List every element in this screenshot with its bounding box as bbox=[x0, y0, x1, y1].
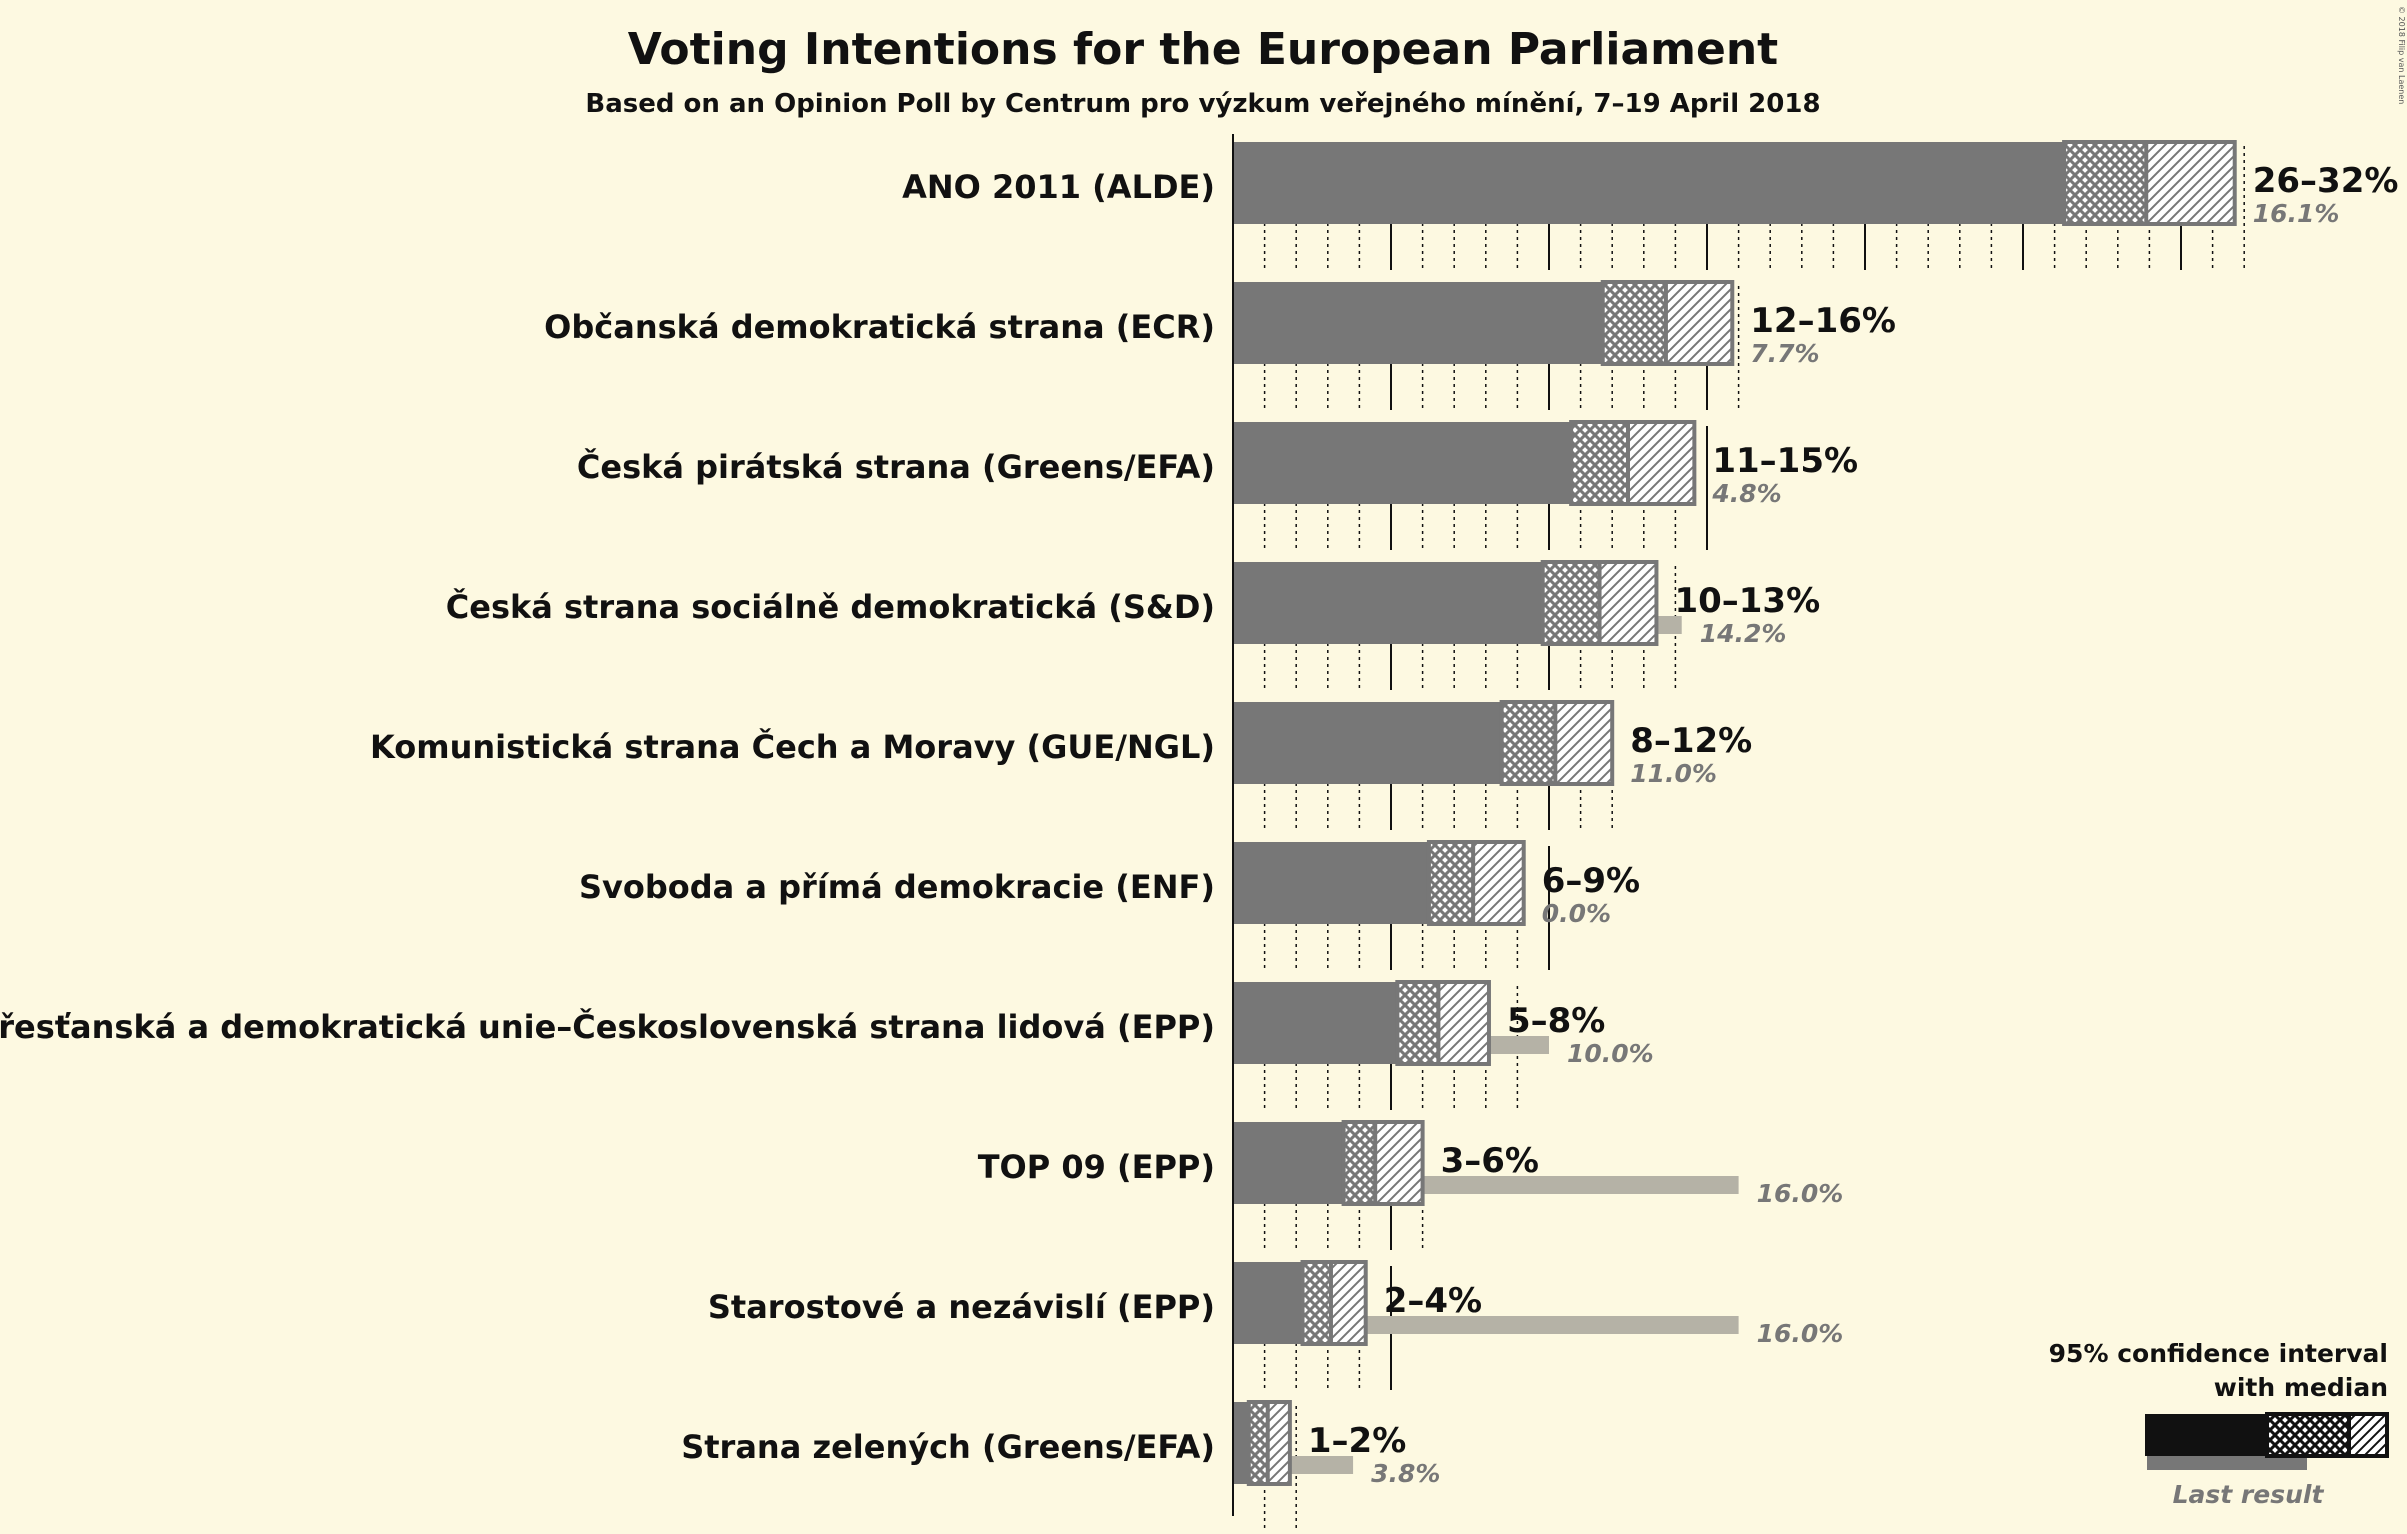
category-label: Starostové a nezávislí (EPP) bbox=[708, 1288, 1215, 1326]
ci-upper-hatch bbox=[1330, 1262, 1366, 1344]
category-label: TOP 09 (EPP) bbox=[978, 1148, 1215, 1186]
ci-upper-hatch bbox=[1473, 842, 1524, 924]
legend-ci-label-line2: with median bbox=[2214, 1373, 2388, 1402]
ci-range-label: 11–15% bbox=[1712, 441, 1858, 481]
legend: 95% confidence interval with median Last… bbox=[2049, 1339, 2389, 1509]
last-result-label: 0.0% bbox=[1542, 899, 1611, 928]
legend-ci-bar bbox=[2145, 1414, 2267, 1456]
ci-lower-crosshatch bbox=[1542, 562, 1600, 644]
ci-range-label: 2–4% bbox=[1384, 1281, 1482, 1321]
copyright-text: © 2018 Filip van Laenen bbox=[2397, 6, 2406, 104]
ci-range-label: 8–12% bbox=[1630, 721, 1752, 761]
legend-ci-label-line1: 95% confidence interval bbox=[2049, 1339, 2388, 1368]
category-label: Strana zelených (Greens/EFA) bbox=[681, 1428, 1215, 1466]
ci-range-label: 10–13% bbox=[1674, 581, 1820, 621]
ci-upper-hatch bbox=[2146, 142, 2235, 224]
ci-upper-hatch bbox=[1438, 982, 1489, 1064]
bar-rows: ANO 2011 (ALDE) 26–32%16.1% Občanská demok… bbox=[0, 140, 2399, 1488]
ci-solid-bar bbox=[1233, 1122, 1344, 1204]
ci-lower-crosshatch bbox=[1248, 1402, 1268, 1484]
category-label: Komunistická strana Čech a Moravy (GUE/N… bbox=[370, 727, 1215, 766]
ci-solid-bar bbox=[1233, 702, 1502, 784]
category-label: Občanská demokratická strana (ECR) bbox=[544, 308, 1215, 346]
ci-upper-hatch bbox=[1599, 562, 1657, 644]
ci-solid-bar bbox=[1233, 422, 1572, 504]
last-result-label: 7.7% bbox=[1750, 339, 1819, 368]
ci-lower-crosshatch bbox=[1343, 1122, 1376, 1204]
ci-range-label: 12–16% bbox=[1750, 301, 1896, 341]
ci-outline bbox=[1569, 420, 1697, 506]
ci-upper-hatch bbox=[1375, 1122, 1423, 1204]
ci-lower-crosshatch bbox=[1501, 702, 1556, 784]
ci-outline bbox=[2062, 140, 2237, 226]
legend-ci-outline bbox=[2265, 1412, 2389, 1458]
last-result-label: 16.1% bbox=[2253, 199, 2340, 228]
legend-last-result-label: Last result bbox=[2173, 1480, 2325, 1509]
ci-range-label: 1–2% bbox=[1308, 1421, 1406, 1461]
chart-subtitle: Based on an Opinion Poll by Centrum pro … bbox=[585, 89, 1820, 119]
last-result-label: 14.2% bbox=[1700, 619, 1787, 648]
ci-lower-crosshatch bbox=[2064, 142, 2147, 224]
ci-outline bbox=[1300, 1260, 1368, 1346]
ci-upper-hatch bbox=[1628, 422, 1695, 504]
ci-outline bbox=[1395, 980, 1491, 1066]
ci-upper-hatch bbox=[1267, 1402, 1290, 1484]
ci-lower-crosshatch bbox=[1428, 842, 1474, 924]
category-label: Svoboda a přímá demokracie (ENF) bbox=[579, 868, 1215, 906]
ci-range-label: 3–6% bbox=[1441, 1141, 1539, 1181]
last-result-label: 16.0% bbox=[1757, 1319, 1844, 1348]
ci-range-label: 6–9% bbox=[1542, 861, 1640, 901]
last-result-label: 3.8% bbox=[1371, 1459, 1440, 1488]
ci-solid-bar bbox=[1233, 842, 1429, 924]
ci-range-label: 26–32% bbox=[2253, 161, 2399, 201]
last-result-label: 4.8% bbox=[1711, 479, 1781, 508]
last-result-label: 10.0% bbox=[1567, 1039, 1654, 1068]
ci-range-label: 5–8% bbox=[1507, 1001, 1605, 1041]
ci-lower-crosshatch bbox=[1397, 982, 1439, 1064]
ci-upper-hatch bbox=[1665, 282, 1733, 364]
last-result-label: 11.0% bbox=[1630, 759, 1717, 788]
ci-solid-bar bbox=[1233, 1262, 1303, 1344]
ci-lower-crosshatch bbox=[1602, 282, 1666, 364]
ci-outline bbox=[1426, 840, 1526, 926]
category-label: Křesťanská a demokratická unie–Českoslov… bbox=[0, 1007, 1215, 1046]
last-result-label: 16.0% bbox=[1757, 1179, 1844, 1208]
legend-ci-hatch bbox=[2349, 1414, 2387, 1456]
category-label: Česká pirátská strana (Greens/EFA) bbox=[577, 447, 1215, 486]
ci-solid-bar bbox=[1233, 1402, 1249, 1484]
ci-solid-bar bbox=[1233, 982, 1398, 1064]
ci-solid-bar bbox=[1233, 562, 1543, 644]
ci-lower-crosshatch bbox=[1302, 1262, 1331, 1344]
legend-ci-crosshatch bbox=[2267, 1414, 2349, 1456]
ci-upper-hatch bbox=[1555, 702, 1613, 784]
ci-lower-crosshatch bbox=[1571, 422, 1628, 504]
ci-solid-bar bbox=[1233, 282, 1603, 364]
chart-title: Voting Intentions for the European Parli… bbox=[628, 24, 1778, 75]
ci-outline bbox=[1341, 1120, 1425, 1206]
ci-solid-bar bbox=[1233, 142, 2065, 224]
category-label: Česká strana sociálně demokratická (S&D) bbox=[446, 587, 1215, 626]
category-label: ANO 2011 (ALDE) bbox=[902, 168, 1215, 206]
